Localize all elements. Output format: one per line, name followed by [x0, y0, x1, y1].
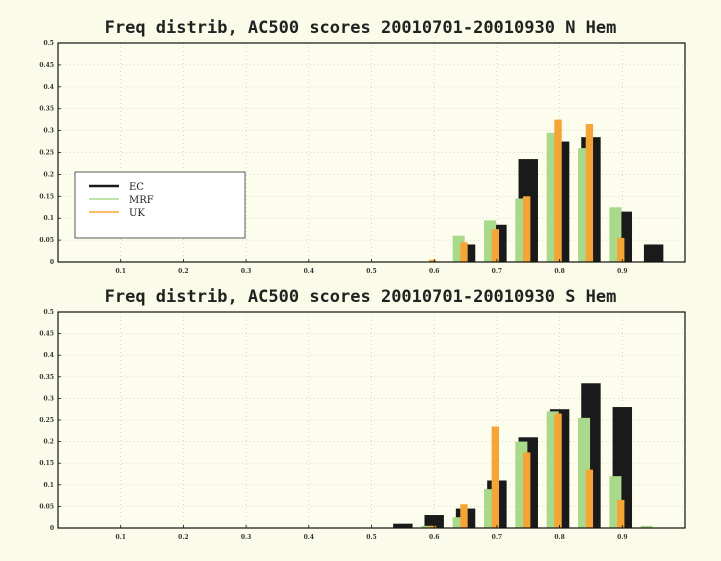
bar-shem-uk	[617, 499, 625, 528]
x-tick-label: 0.1	[115, 534, 125, 541]
x-tick-label: 0.5	[366, 534, 376, 541]
x-tick-label: 0.1	[115, 268, 125, 275]
y-tick-label: 0.45	[39, 331, 54, 338]
bar-shem-mrf	[421, 525, 434, 528]
x-tick-label: 0.6	[429, 268, 439, 275]
y-tick-label: 0.5	[44, 309, 54, 316]
y-tick-label: 0	[50, 525, 54, 532]
bar-nhem-uk	[617, 237, 625, 262]
x-tick-label: 0.4	[304, 534, 314, 541]
legend-label-ec: EC	[129, 182, 144, 193]
bar-shem-uk	[522, 452, 531, 528]
y-tick-label: 0.4	[44, 84, 54, 91]
bar-shem-uk	[585, 469, 594, 528]
bar-shem-uk	[554, 413, 562, 528]
y-tick-label: 0	[50, 259, 54, 266]
x-tick-label: 0.3	[241, 268, 251, 275]
y-tick-label: 0.2	[44, 439, 54, 446]
y-tick-label: 0.15	[39, 193, 54, 200]
bar-nhem-uk	[428, 259, 437, 262]
bar-shem-uk	[428, 525, 437, 528]
bar-shem-ec	[424, 515, 444, 528]
bar-nhem-uk	[554, 119, 562, 263]
x-tick-label: 0.2	[178, 534, 188, 541]
x-tick-label: 0.4	[304, 268, 314, 275]
x-tick-label: 0.8	[554, 268, 564, 275]
y-tick-label: 0.15	[39, 460, 54, 467]
bar-nhem-uk	[460, 242, 468, 262]
x-tick-label: 0.6	[429, 534, 439, 541]
bar-nhem-ec	[643, 244, 664, 262]
x-tick-label: 0.5	[366, 268, 376, 275]
y-tick-label: 0.25	[39, 417, 54, 424]
bar-shem-ec	[393, 523, 413, 528]
x-tick-label: 0.8	[554, 534, 564, 541]
x-tick-label: 0.3	[241, 534, 251, 541]
y-tick-label: 0.1	[44, 482, 54, 489]
y-tick-label: 0.1	[44, 215, 54, 222]
bar-nhem-uk	[585, 124, 594, 262]
y-tick-label: 0.05	[39, 503, 54, 510]
x-tick-label: 0.2	[178, 268, 188, 275]
y-tick-label: 0.45	[39, 62, 54, 69]
y-tick-label: 0.2	[44, 171, 54, 178]
bar-shem-uk	[460, 504, 468, 528]
x-tick-label: 0.7	[492, 268, 502, 275]
y-tick-label: 0.5	[44, 40, 54, 47]
y-tick-label: 0.25	[39, 150, 54, 157]
bar-shem-mrf	[452, 517, 465, 528]
x-tick-label: 0.7	[492, 534, 502, 541]
bar-shem-uk	[491, 426, 500, 528]
bar-nhem-uk	[491, 229, 500, 262]
y-tick-label: 0.35	[39, 374, 54, 381]
legend-box	[74, 171, 246, 239]
x-tick-label: 0.9	[617, 268, 627, 275]
y-tick-label: 0.3	[44, 128, 54, 135]
legend-label-mrf: MRF	[129, 195, 154, 206]
y-tick-label: 0.35	[39, 106, 54, 113]
y-tick-label: 0.3	[44, 395, 54, 402]
chart-title-shem: Freq distrib, AC500 scores 20010701-2001…	[104, 287, 617, 307]
x-tick-label: 0.9	[617, 534, 627, 541]
bar-shem-mrf	[640, 525, 653, 528]
y-tick-label: 0.05	[39, 237, 54, 244]
y-tick-label: 0.4	[44, 352, 54, 359]
legend-label-uk: UK	[129, 208, 145, 219]
chart-title-nhem: Freq distrib, AC500 scores 20010701-2001…	[104, 18, 617, 38]
bar-nhem-uk	[522, 196, 531, 262]
